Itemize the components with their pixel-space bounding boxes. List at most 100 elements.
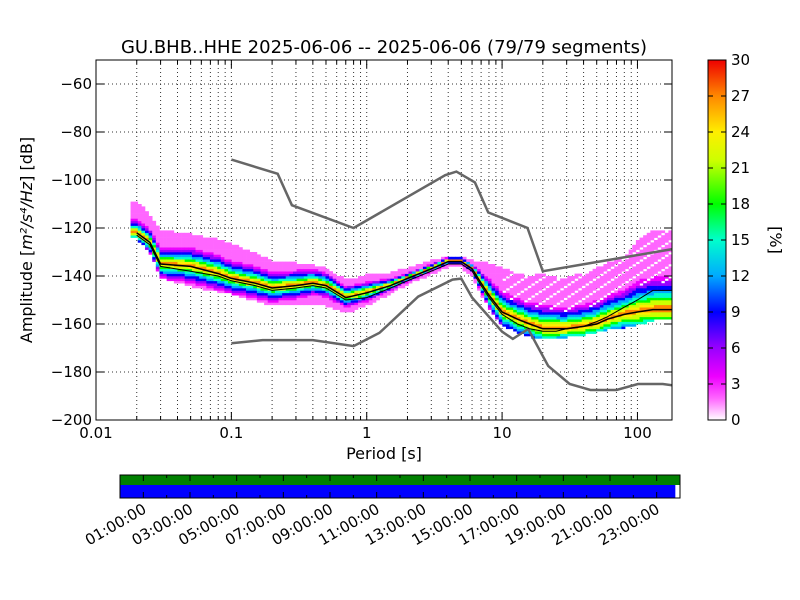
density-cell xyxy=(300,288,305,291)
density-cell xyxy=(599,324,604,327)
density-cell xyxy=(650,256,655,260)
density-cell xyxy=(538,307,543,310)
density-cell xyxy=(213,280,218,284)
density-cell xyxy=(206,278,211,282)
density-cell xyxy=(278,276,283,279)
density-cell xyxy=(646,240,651,243)
density-cell xyxy=(292,271,297,274)
density-cell xyxy=(531,321,536,325)
density-cell xyxy=(560,295,565,298)
density-cell xyxy=(498,288,503,291)
density-cell xyxy=(267,300,272,303)
density-cell xyxy=(278,295,283,298)
density-cell xyxy=(209,285,214,289)
density-cell xyxy=(567,328,572,332)
density-cell xyxy=(181,273,185,277)
density-cell xyxy=(498,276,503,279)
density-cell xyxy=(144,220,149,224)
density-cell xyxy=(646,304,651,308)
density-cell xyxy=(209,266,214,270)
density-cell xyxy=(607,266,611,270)
density-cell xyxy=(625,271,629,274)
density-cell xyxy=(542,290,546,294)
density-cell xyxy=(563,324,568,327)
density-cell xyxy=(173,273,178,277)
density-cell xyxy=(148,252,153,255)
density-cell xyxy=(545,333,550,337)
density-cell xyxy=(170,244,175,248)
density-cell xyxy=(274,271,279,274)
density-cell xyxy=(531,304,536,308)
density-cell xyxy=(664,259,669,262)
density-cell xyxy=(350,290,355,294)
density-cell xyxy=(195,283,200,286)
density-cell xyxy=(664,288,669,291)
density-cell xyxy=(653,283,658,286)
density-cell xyxy=(610,283,615,286)
density-cell xyxy=(357,276,362,279)
density-cell xyxy=(505,278,510,282)
density-cell xyxy=(639,264,644,267)
density-cell xyxy=(383,278,388,282)
density-cell xyxy=(217,261,222,265)
density-cell xyxy=(246,254,250,258)
density-cell xyxy=(213,244,218,248)
density-cell xyxy=(325,271,330,274)
density-cell xyxy=(173,247,178,250)
density-cell xyxy=(527,278,532,282)
density-cell xyxy=(664,268,669,272)
density-cell xyxy=(318,297,323,301)
density-cell xyxy=(542,321,546,325)
density-cell xyxy=(217,285,222,289)
density-cell xyxy=(339,283,344,286)
density-cell xyxy=(621,321,626,325)
density-cell xyxy=(260,297,265,301)
density-cell xyxy=(339,295,344,298)
density-cell xyxy=(538,273,543,277)
density-cell xyxy=(617,312,622,315)
density-cell xyxy=(177,278,182,282)
density-cell xyxy=(563,316,568,320)
density-cell xyxy=(632,292,637,296)
density-cell xyxy=(632,283,637,286)
density-cell xyxy=(477,261,481,265)
density-cell xyxy=(661,242,666,246)
density-cell xyxy=(661,235,666,238)
density-cell xyxy=(574,312,579,315)
density-cell xyxy=(531,319,536,322)
density-cell xyxy=(282,295,287,298)
density-cell xyxy=(632,316,637,320)
density-cell xyxy=(220,290,225,294)
density-cell xyxy=(173,268,178,272)
density-cell xyxy=(524,312,528,315)
density-cell xyxy=(321,292,326,296)
density-cell xyxy=(199,237,204,241)
density-cell xyxy=(238,268,243,272)
density-cell xyxy=(246,259,250,262)
density-cell xyxy=(249,273,254,277)
density-cell xyxy=(347,278,352,282)
density-cell xyxy=(361,288,366,291)
density-cell xyxy=(144,247,149,250)
density-cell xyxy=(300,302,305,306)
density-cell xyxy=(329,297,333,301)
density-cell xyxy=(653,280,658,284)
density-cell xyxy=(188,271,193,274)
density-cell xyxy=(318,288,323,291)
density-cell xyxy=(567,297,572,301)
density-cell xyxy=(440,259,445,262)
density-cell xyxy=(578,326,583,330)
density-cell xyxy=(621,292,626,296)
density-cell xyxy=(513,273,518,277)
density-cell xyxy=(650,273,655,277)
density-cell xyxy=(650,232,655,236)
density-cell xyxy=(607,307,611,310)
density-cell xyxy=(134,223,139,226)
density-cell xyxy=(491,278,496,282)
density-cell xyxy=(650,249,655,253)
density-cell xyxy=(311,264,315,267)
density-cell xyxy=(173,266,178,270)
density-cell xyxy=(538,288,543,291)
density-cell xyxy=(173,256,178,260)
colorbar-tick-label: 6 xyxy=(731,339,741,357)
